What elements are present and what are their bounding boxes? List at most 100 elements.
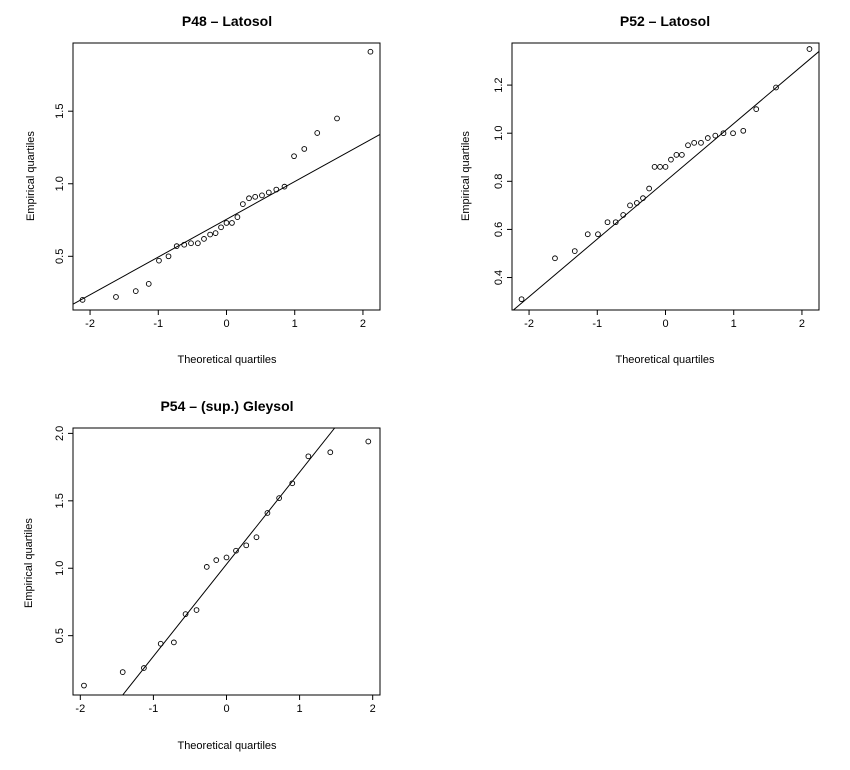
data-point — [314, 130, 321, 136]
data-point — [223, 220, 230, 226]
y-tick-label: 1.5 — [54, 493, 66, 508]
data-point — [740, 127, 747, 134]
data-point — [679, 152, 685, 158]
data-point — [712, 132, 719, 139]
x-tick-label: -1 — [149, 703, 159, 715]
plot-frame — [72, 42, 381, 311]
data-point — [165, 253, 172, 260]
data-point — [171, 639, 177, 646]
data-point — [233, 547, 239, 554]
data-point — [252, 193, 259, 200]
x-tick-label: 0 — [662, 318, 668, 330]
x-tick-label: -2 — [75, 703, 85, 715]
y-tick-label: 0.5 — [54, 628, 66, 643]
data-point — [145, 281, 152, 287]
data-point — [571, 248, 578, 254]
data-point — [651, 164, 658, 170]
data-point — [273, 186, 280, 193]
data-point — [289, 480, 296, 487]
data-point — [157, 640, 164, 647]
data-point — [188, 240, 194, 247]
data-point — [753, 106, 760, 112]
data-point — [132, 288, 139, 294]
data-point — [193, 607, 200, 613]
x-tick-label: -2 — [85, 318, 95, 330]
data-point — [595, 231, 601, 238]
data-point — [327, 449, 334, 456]
data-point — [720, 130, 727, 137]
data-point — [265, 189, 272, 196]
data-point — [518, 296, 525, 303]
data-point — [207, 231, 213, 238]
qq-panel-p48: P48 – Latosol -2 -1 0 1 2 0.5 1.0 1.5 Theoretic… — [25, 13, 381, 366]
data-point — [704, 135, 711, 141]
data-point — [182, 611, 189, 617]
data-point — [773, 84, 779, 91]
panel-title: P48 – Latosol — [182, 13, 272, 29]
data-point — [365, 438, 372, 445]
y-tick-label: 1.0 — [493, 126, 505, 141]
qq-reference-line — [122, 428, 336, 695]
y-axis-label: Empirical quartiles — [460, 131, 472, 221]
y-tick-label: 0.6 — [493, 222, 505, 237]
data-point — [212, 230, 219, 236]
data-point — [213, 557, 220, 564]
qq-reference-line — [512, 51, 819, 310]
data-point — [276, 495, 282, 501]
data-point — [646, 185, 652, 192]
data-point — [620, 212, 627, 218]
y-tick-label: 0.8 — [493, 174, 505, 189]
data-point — [657, 164, 663, 170]
data-point — [253, 534, 260, 541]
x-tick-label: 0 — [223, 703, 229, 715]
data-point — [281, 183, 288, 190]
data-point — [81, 682, 87, 689]
data-point — [673, 152, 680, 158]
data-point — [685, 142, 691, 149]
data-point — [243, 542, 250, 549]
y-tick-label: 1.0 — [54, 561, 66, 576]
x-tick-label: -2 — [524, 318, 534, 330]
data-point — [113, 294, 119, 300]
x-tick-label: 1 — [731, 318, 737, 330]
data-point — [604, 219, 611, 226]
y-tick-label: 1.5 — [54, 104, 66, 119]
plot-frame — [511, 42, 820, 311]
data-point — [633, 200, 640, 206]
y-tick-label: 0.4 — [493, 270, 505, 285]
y-tick-label: 0.5 — [54, 249, 66, 264]
qq-reference-line — [73, 133, 380, 305]
data-point — [156, 257, 162, 264]
plot-area: -2 -1 0 1 2 0.4 0.6 0.8 1.0 1.2 — [493, 46, 819, 330]
data-point — [264, 510, 271, 516]
plot-area: -2 -1 0 1 2 0.5 1.0 1.5 — [54, 48, 380, 330]
x-tick-label: -1 — [153, 318, 163, 330]
data-point — [662, 164, 669, 170]
data-point — [730, 130, 736, 137]
data-point — [229, 220, 235, 226]
data-point — [367, 48, 374, 55]
data-point — [194, 240, 201, 247]
data-point — [552, 255, 558, 262]
y-tick-label: 2.0 — [54, 426, 66, 441]
data-point — [181, 241, 188, 248]
y-axis-label: Empirical quartiles — [25, 131, 37, 221]
data-point — [305, 453, 312, 460]
plot-frame — [72, 427, 381, 696]
data-point — [218, 224, 224, 231]
x-axis-label: Theoretical quartiles — [615, 354, 715, 366]
panel-title: P52 – Latosol — [620, 13, 710, 29]
y-axis-label: Empirical quartiles — [23, 518, 35, 608]
x-axis-label: Theoretical quartiles — [177, 354, 277, 366]
x-tick-label: 2 — [360, 318, 366, 330]
data-point — [668, 156, 674, 163]
data-point — [246, 195, 252, 202]
y-tick-label: 1.0 — [54, 176, 66, 191]
data-point — [240, 201, 246, 207]
qq-panel-p52: P52 – Latosol -2 -1 0 1 2 0.4 0.6 0.8 1.0 1.2 The… — [460, 13, 820, 366]
data-point — [584, 231, 591, 238]
data-point — [301, 146, 308, 152]
qq-panel-p54: P54 – (sup.) Gleysol -2 -1 0 1 2 0.5 1.0 1.5 2.0… — [23, 398, 381, 752]
data-point — [291, 153, 297, 160]
